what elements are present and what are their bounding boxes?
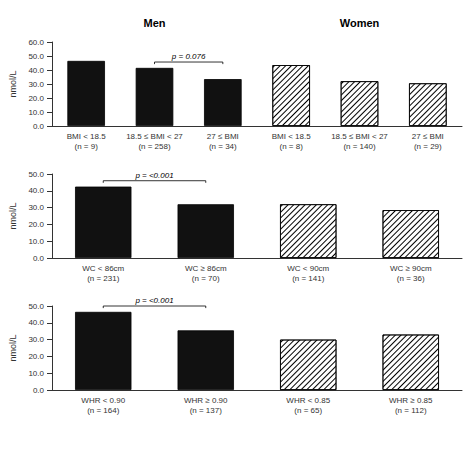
svg-text:WC ≥ 90cm: WC ≥ 90cm [390, 264, 432, 273]
svg-text:(n = 141): (n = 141) [292, 274, 325, 283]
svg-text:30.0: 30.0 [28, 335, 44, 344]
svg-text:nmol/L: nmol/L [8, 334, 18, 361]
svg-text:p = <0.001: p = <0.001 [134, 296, 173, 305]
svg-text:(n = 29): (n = 29) [414, 142, 442, 151]
svg-text:0.0: 0.0 [33, 122, 45, 131]
svg-text:(n = 65): (n = 65) [294, 406, 322, 415]
svg-text:10.0: 10.0 [28, 108, 44, 117]
svg-text:WC ≥ 86cm: WC ≥ 86cm [185, 264, 227, 273]
svg-text:20.0: 20.0 [28, 352, 44, 361]
svg-text:27 ≤ BMI: 27 ≤ BMI [207, 132, 239, 141]
svg-text:27 ≤ BMI: 27 ≤ BMI [412, 132, 444, 141]
svg-text:(n = 231): (n = 231) [87, 274, 120, 283]
svg-text:(n = 164): (n = 164) [87, 406, 120, 415]
svg-text:0.0: 0.0 [33, 254, 45, 263]
svg-text:WHR ≥ 0.90: WHR ≥ 0.90 [184, 396, 228, 405]
svg-text:30.0: 30.0 [28, 203, 44, 212]
svg-text:50.0: 50.0 [28, 302, 44, 311]
svg-text:30.0: 30.0 [28, 80, 44, 89]
svg-text:50.0: 50.0 [28, 52, 44, 61]
svg-text:40.0: 40.0 [28, 66, 44, 75]
svg-text:10.0: 10.0 [28, 369, 44, 378]
svg-text:p = 0.076: p = 0.076 [171, 52, 206, 61]
svg-text:WC < 90cm: WC < 90cm [287, 264, 329, 273]
svg-text:50.0: 50.0 [28, 170, 44, 179]
svg-text:Women: Women [340, 17, 380, 29]
svg-text:BMI < 18.5: BMI < 18.5 [272, 132, 311, 141]
svg-text:10.0: 10.0 [28, 237, 44, 246]
svg-text:nmol/L: nmol/L [8, 70, 18, 97]
svg-text:18.5 ≤ BMI < 27: 18.5 ≤ BMI < 27 [331, 132, 388, 141]
svg-text:(n = 8): (n = 8) [279, 142, 303, 151]
svg-text:WHR < 0.90: WHR < 0.90 [81, 396, 125, 405]
svg-text:(n = 112): (n = 112) [395, 406, 427, 415]
svg-text:(n = 258): (n = 258) [138, 142, 171, 151]
svg-text:20.0: 20.0 [28, 94, 44, 103]
svg-text:40.0: 40.0 [28, 186, 44, 195]
svg-text:(n = 70): (n = 70) [192, 274, 220, 283]
svg-text:40.0: 40.0 [28, 318, 44, 327]
svg-text:(n = 140): (n = 140) [343, 142, 376, 151]
svg-text:0.0: 0.0 [33, 386, 45, 395]
svg-text:(n = 34): (n = 34) [209, 142, 237, 151]
svg-text:WHR < 0.85: WHR < 0.85 [286, 396, 330, 405]
svg-text:20.0: 20.0 [28, 220, 44, 229]
svg-text:18.5 ≤ BMI < 27: 18.5 ≤ BMI < 27 [126, 132, 183, 141]
svg-text:(n = 36): (n = 36) [397, 274, 425, 283]
svg-text:Men: Men [144, 17, 166, 29]
svg-text:(n = 9): (n = 9) [74, 142, 98, 151]
svg-text:60.0: 60.0 [28, 38, 44, 47]
svg-text:BMI < 18.5: BMI < 18.5 [67, 132, 106, 141]
svg-text:(n = 137): (n = 137) [190, 406, 223, 415]
svg-text:WC < 86cm: WC < 86cm [82, 264, 124, 273]
svg-text:p = <0.001: p = <0.001 [134, 171, 173, 180]
svg-text:WHR ≥ 0.85: WHR ≥ 0.85 [389, 396, 433, 405]
svg-text:nmol/L: nmol/L [8, 202, 18, 229]
